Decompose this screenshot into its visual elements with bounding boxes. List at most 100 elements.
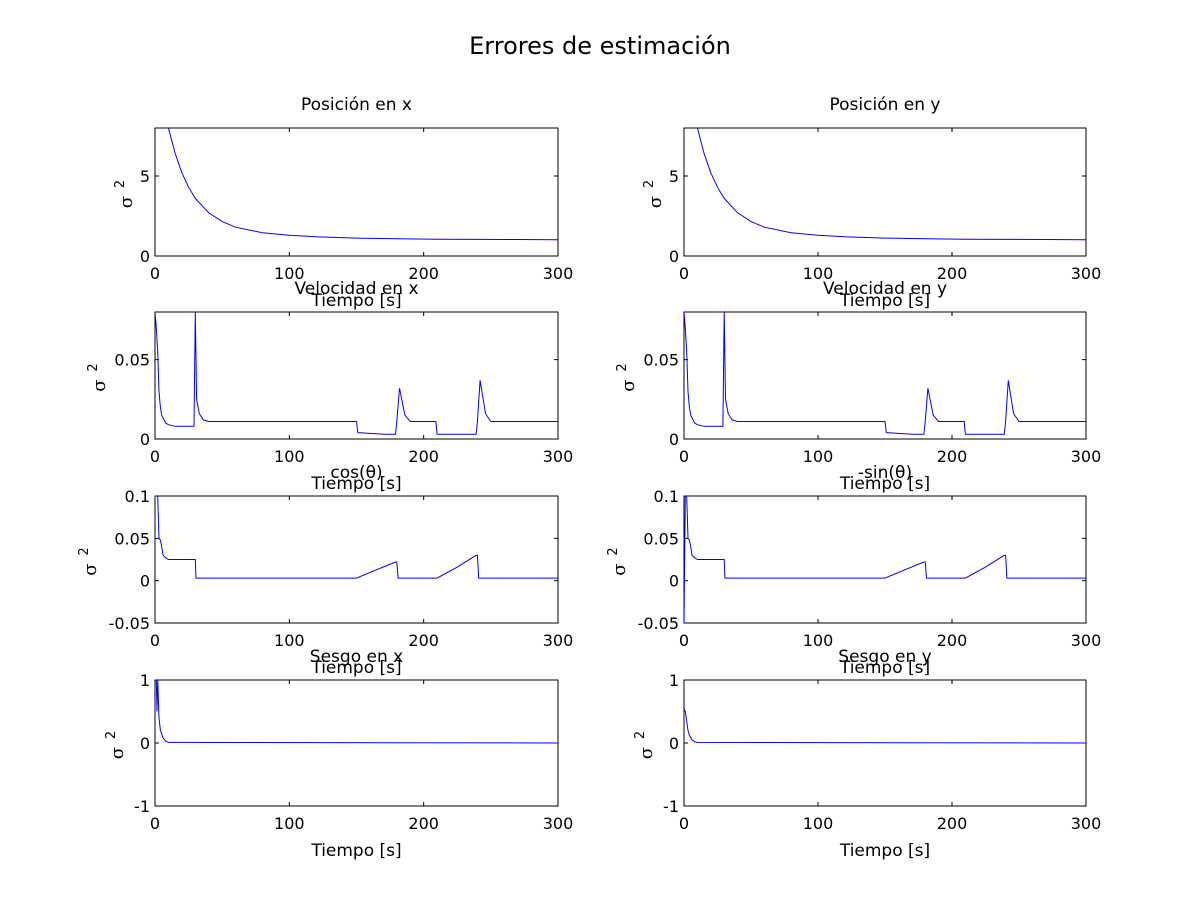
subplot-2: 0 100 200 300 0 5 Posición en y Tiempo [s] σ2 <box>642 95 1101 311</box>
y-axis-label-symbol: σ <box>618 380 639 392</box>
y-axis-label: σ2 <box>615 363 639 391</box>
y-axis-label-exponent: 2 <box>113 180 128 188</box>
y-tick-label: 0 <box>669 572 679 591</box>
plot-area <box>154 311 559 440</box>
y-axis-label-symbol: σ <box>116 196 137 208</box>
x-tick-label: 200 <box>937 264 968 283</box>
y-tick-label: 0 <box>669 430 679 449</box>
y-axis-label-symbol: σ <box>80 564 101 576</box>
y-tick-label: 0.05 <box>643 529 679 548</box>
y-tick-label: 0 <box>140 734 150 753</box>
series-line <box>684 708 1086 744</box>
plot-area <box>683 311 1087 440</box>
x-tick-label: 0 <box>679 264 689 283</box>
x-tick-label: 200 <box>937 631 968 650</box>
y-tick-label: 0 <box>140 572 150 591</box>
y-tick-label: 0.1 <box>125 487 150 506</box>
plot-area <box>683 127 1087 257</box>
x-tick-label: 300 <box>1071 447 1102 466</box>
x-tick-label: 300 <box>1071 264 1102 283</box>
y-tick-label: -1 <box>134 797 150 816</box>
series-line <box>155 496 558 579</box>
x-tick-label: 100 <box>803 814 834 833</box>
x-axis-label: Tiempo [s] <box>310 658 401 678</box>
y-axis-label: σ2 <box>642 180 666 208</box>
y-axis-label-exponent: 2 <box>104 731 119 739</box>
x-tick-label: 0 <box>679 631 689 650</box>
subplot-title: Posición en x <box>301 95 412 115</box>
x-tick-label: 300 <box>543 631 574 650</box>
series-line <box>155 312 558 435</box>
subplot-title: Velocidad en y <box>823 279 947 299</box>
y-axis-label-symbol: σ <box>89 380 110 392</box>
x-tick-label: 100 <box>274 814 305 833</box>
subplot-title: -sin(θ) <box>858 463 912 483</box>
x-axis-label: Tiempo [s] <box>310 841 401 861</box>
x-tick-label: 100 <box>803 447 834 466</box>
x-tick-label: 300 <box>543 264 574 283</box>
x-tick-label: 300 <box>1071 814 1102 833</box>
plot-area <box>683 495 1087 624</box>
y-axis-label-symbol: σ <box>107 747 128 759</box>
x-tick-label: 0 <box>150 631 160 650</box>
x-tick-label: 200 <box>408 814 439 833</box>
y-axis-label-symbol: σ <box>609 564 630 576</box>
subplot-title: Sesgo en y <box>838 647 931 667</box>
x-tick-label: 200 <box>937 814 968 833</box>
series-line <box>155 680 558 744</box>
y-axis-label-exponent: 2 <box>615 363 630 371</box>
x-tick-label: 200 <box>408 631 439 650</box>
subplot-title: Sesgo en x <box>310 647 403 667</box>
x-tick-label: 300 <box>543 814 574 833</box>
subplot-title: cos(θ) <box>330 463 382 483</box>
y-tick-label: -1 <box>663 797 679 816</box>
y-axis-label: σ2 <box>606 547 630 575</box>
x-axis-label: Tiempo [s] <box>839 291 930 311</box>
y-axis-label: σ2 <box>633 731 657 759</box>
x-axis-label: Tiempo [s] <box>839 658 930 678</box>
x-tick-label: 100 <box>274 631 305 650</box>
x-tick-label: 0 <box>150 264 160 283</box>
x-tick-label: 100 <box>803 264 834 283</box>
series-line <box>684 496 1086 623</box>
y-axis-label-exponent: 2 <box>606 547 621 555</box>
y-tick-label: -0.05 <box>638 614 679 633</box>
series-line <box>684 312 1086 435</box>
y-axis-label: σ2 <box>77 547 101 575</box>
x-tick-label: 100 <box>274 264 305 283</box>
y-tick-label: 5 <box>140 167 150 186</box>
x-tick-label: 200 <box>937 447 968 466</box>
x-tick-label: 0 <box>679 447 689 466</box>
x-tick-label: 100 <box>803 631 834 650</box>
y-tick-label: -0.05 <box>109 614 150 633</box>
y-axis-label: σ2 <box>104 731 128 759</box>
y-tick-label: 0.05 <box>114 529 150 548</box>
x-tick-label: 100 <box>274 447 305 466</box>
y-tick-label: 0.05 <box>114 351 150 370</box>
x-tick-label: 0 <box>150 447 160 466</box>
y-tick-label: 1 <box>669 671 679 690</box>
series-line <box>167 128 558 241</box>
plot-area <box>154 495 559 624</box>
x-axis-label: Tiempo [s] <box>839 841 930 861</box>
series-line <box>696 128 1086 241</box>
y-axis-label: σ2 <box>86 363 110 391</box>
y-tick-label: 0 <box>669 734 679 753</box>
y-tick-label: 1 <box>140 671 150 690</box>
x-tick-label: 300 <box>1071 631 1102 650</box>
subplot-title: Posición en y <box>830 95 941 115</box>
figure-title: Errores de estimación <box>469 32 731 60</box>
y-tick-label: 5 <box>669 167 679 186</box>
x-axis-label: Tiempo [s] <box>839 474 930 494</box>
y-tick-label: 0.05 <box>643 351 679 370</box>
x-tick-label: 0 <box>679 814 689 833</box>
y-tick-label: 0 <box>669 247 679 266</box>
